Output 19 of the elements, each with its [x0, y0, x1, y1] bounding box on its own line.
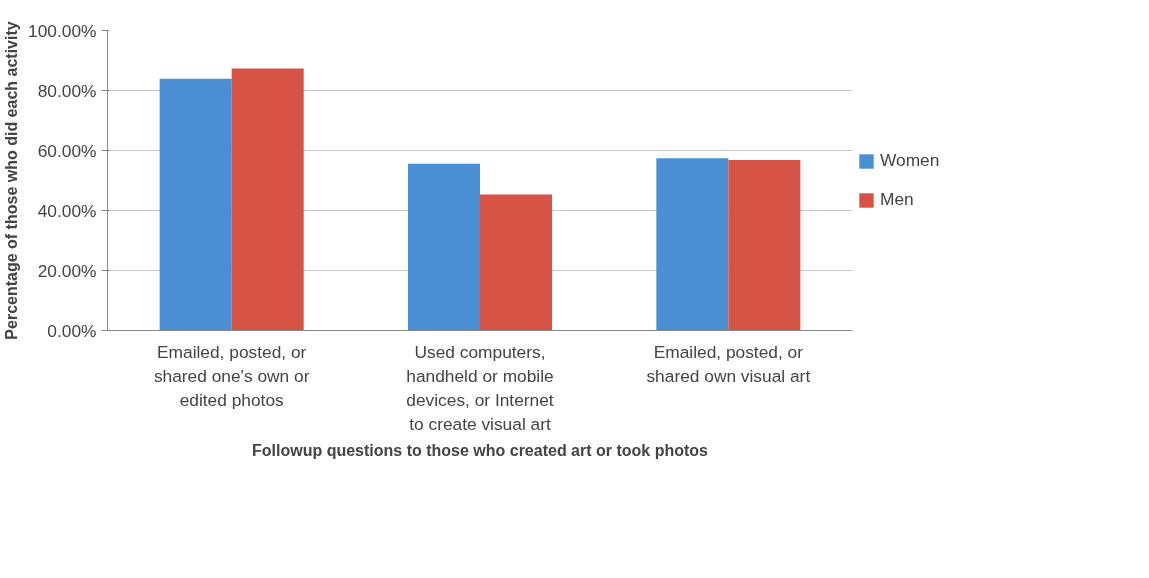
y-tick-label: 80.00% — [37, 80, 97, 101]
bar — [728, 160, 801, 331]
bar — [159, 78, 232, 331]
x-tick-label: Used computers, handheld or mobile devices, or Internet to create visual art — [406, 341, 554, 434]
bar — [407, 163, 480, 331]
x-tick-label: Emailed, posted, or shared own visual art — [646, 341, 811, 386]
bar — [656, 158, 729, 331]
y-tick-label: 40.00% — [37, 200, 97, 221]
bar — [480, 194, 553, 331]
y-tick-label: 20.00% — [37, 260, 97, 281]
bar — [231, 68, 304, 331]
legend-label: Women — [880, 150, 940, 171]
y-tick-label: 100.00% — [28, 20, 97, 41]
y-tick-label: 60.00% — [37, 140, 97, 161]
y-axis-title: Percentage of those who did each activity — [3, 21, 21, 340]
legend-label: Men — [880, 189, 914, 210]
x-tick-label: Emailed, posted, or shared one's own or edited photos — [153, 341, 310, 410]
x-axis-title: Followup questions to those who created art or took photos — [252, 441, 709, 459]
y-tick-label: 0.00% — [47, 320, 97, 341]
